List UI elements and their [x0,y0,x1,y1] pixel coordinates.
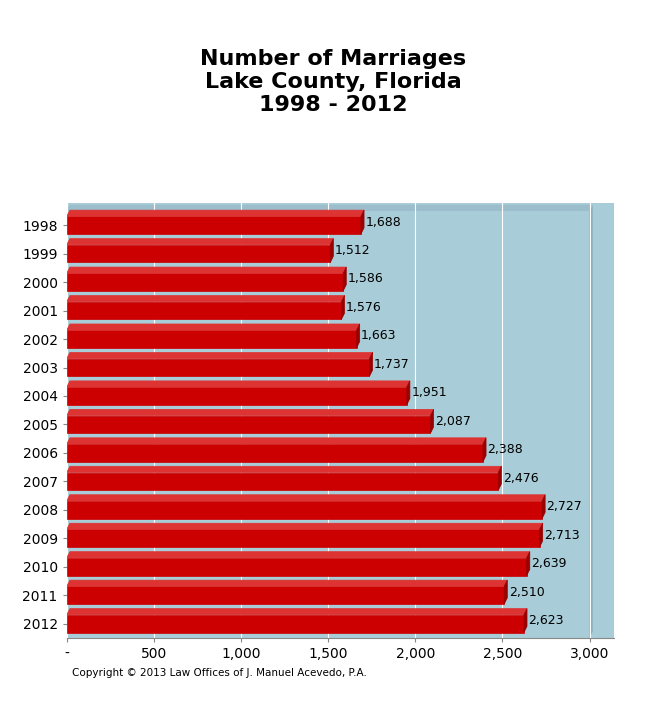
Polygon shape [67,484,502,490]
Text: Number of Marriages
Lake County, Florida
1998 - 2012: Number of Marriages Lake County, Florida… [201,49,466,116]
Polygon shape [430,409,434,433]
Polygon shape [67,608,527,615]
Polygon shape [67,495,545,501]
Bar [67,587,504,604]
Text: 1,951: 1,951 [412,386,447,400]
Bar [67,301,342,320]
Polygon shape [67,580,508,587]
Polygon shape [67,238,334,245]
Polygon shape [361,210,364,234]
Polygon shape [67,438,486,444]
Text: 1,512: 1,512 [335,244,370,257]
Polygon shape [67,541,543,547]
Polygon shape [67,466,502,472]
Bar [67,529,540,547]
Bar [67,387,407,404]
Polygon shape [67,399,410,404]
Text: 1,663: 1,663 [361,329,397,342]
Polygon shape [67,324,360,330]
Text: 2,713: 2,713 [544,529,580,542]
Bar [67,615,524,632]
Bar [67,416,430,433]
Polygon shape [524,608,527,632]
Text: 2,510: 2,510 [509,585,544,599]
Polygon shape [67,569,530,576]
Text: 2,623: 2,623 [528,614,564,627]
Bar [67,359,370,376]
Polygon shape [498,466,502,490]
Polygon shape [67,456,486,462]
Text: 2,727: 2,727 [546,501,582,513]
Polygon shape [330,238,334,262]
Polygon shape [357,324,360,348]
Polygon shape [67,409,434,416]
Bar [67,472,498,490]
Text: 1,737: 1,737 [374,358,410,371]
Bar [67,558,527,576]
Polygon shape [67,228,364,234]
Bar [67,501,542,519]
Polygon shape [504,580,508,604]
Text: 1,586: 1,586 [348,273,384,285]
Bar [67,245,330,262]
Polygon shape [343,267,346,291]
Polygon shape [67,313,345,320]
Polygon shape [370,353,373,376]
Polygon shape [67,296,345,301]
Bar [67,273,343,291]
Polygon shape [67,285,346,291]
Polygon shape [67,257,334,262]
Polygon shape [67,427,434,433]
Polygon shape [483,438,486,462]
Polygon shape [67,210,364,217]
Polygon shape [67,552,530,558]
Bar [67,444,483,462]
Polygon shape [342,296,345,320]
Polygon shape [67,512,545,519]
Text: 1,576: 1,576 [346,301,382,314]
Text: 1,688: 1,688 [366,216,401,229]
Polygon shape [540,523,543,547]
Bar [67,330,357,348]
Text: Copyright © 2013 Law Offices of J. Manuel Acevedo, P.A.: Copyright © 2013 Law Offices of J. Manue… [72,668,367,679]
Text: 2,087: 2,087 [435,415,471,428]
Text: 2,388: 2,388 [488,443,523,456]
Text: 2,476: 2,476 [503,472,538,484]
Polygon shape [542,495,545,519]
Polygon shape [67,626,527,632]
Polygon shape [590,205,593,638]
Polygon shape [67,341,360,348]
Polygon shape [407,381,410,404]
Text: 2,639: 2,639 [531,557,567,570]
Polygon shape [67,267,346,273]
Polygon shape [67,205,593,211]
Bar [67,217,361,234]
Polygon shape [67,381,410,387]
Polygon shape [67,370,373,376]
Polygon shape [527,552,530,576]
Polygon shape [67,353,373,359]
Polygon shape [67,523,543,529]
Polygon shape [67,598,508,604]
